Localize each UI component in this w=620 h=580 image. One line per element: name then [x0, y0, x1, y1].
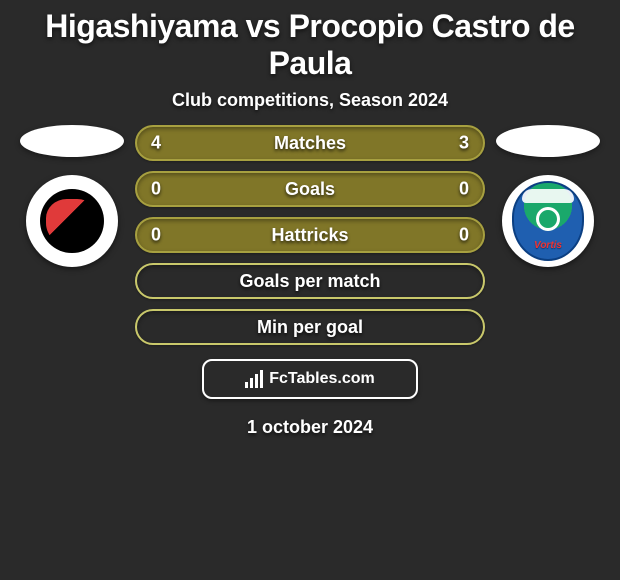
badge-word: Vortis — [514, 240, 582, 251]
page-title: Higashiyama vs Procopio Castro de Paula — [0, 0, 620, 86]
stat-left-value: 0 — [151, 179, 161, 200]
bar-chart-icon — [245, 370, 263, 388]
stat-right-value: 3 — [459, 133, 469, 154]
badge-art-icon — [40, 189, 104, 253]
tokushima-vortis-badge: Vortis — [502, 175, 594, 267]
subtitle: Club competitions, Season 2024 — [0, 86, 620, 125]
left-side — [17, 125, 127, 267]
stat-label: Goals per match — [239, 271, 380, 292]
date-footer: 1 october 2024 — [0, 399, 620, 438]
comparison-content: 4 Matches 3 0 Goals 0 0 Hattricks 0 Goal… — [0, 125, 620, 345]
right-player-ellipse — [496, 125, 600, 157]
stat-row-goals: 0 Goals 0 — [135, 171, 485, 207]
stat-left-value: 0 — [151, 225, 161, 246]
stat-row-min-per-goal: Min per goal — [135, 309, 485, 345]
stat-row-goals-per-match: Goals per match — [135, 263, 485, 299]
stat-right-value: 0 — [459, 179, 469, 200]
badge-art-icon: Vortis — [512, 181, 584, 261]
stat-rows: 4 Matches 3 0 Goals 0 0 Hattricks 0 Goal… — [135, 125, 485, 345]
brand-label: FcTables.com — [269, 370, 375, 388]
stat-row-hattricks: 0 Hattricks 0 — [135, 217, 485, 253]
stat-label: Matches — [274, 133, 346, 154]
stat-label: Hattricks — [271, 225, 348, 246]
stat-right-value: 0 — [459, 225, 469, 246]
roasso-kumamoto-badge — [26, 175, 118, 267]
stat-label: Goals — [285, 179, 335, 200]
stat-label: Min per goal — [257, 317, 363, 338]
stat-left-value: 4 — [151, 133, 161, 154]
stat-row-matches: 4 Matches 3 — [135, 125, 485, 161]
brand-link[interactable]: FcTables.com — [202, 359, 418, 399]
left-player-ellipse — [20, 125, 124, 157]
right-side: Vortis — [493, 125, 603, 267]
